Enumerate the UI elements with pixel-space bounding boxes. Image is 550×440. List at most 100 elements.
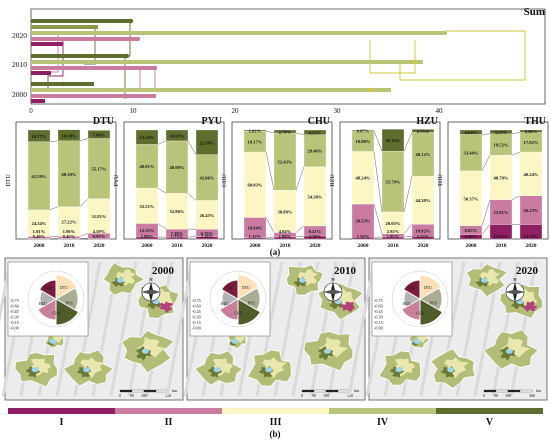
data-label: 40.79%: [494, 175, 509, 180]
connector-line: [265, 151, 275, 191]
water-body: [49, 338, 57, 344]
x-tick-label: 40: [436, 107, 444, 115]
scale-label: 0: [301, 393, 303, 398]
scale-bar-segment: [301, 389, 315, 393]
radar-city-label: PYU: [430, 301, 438, 305]
data-label: 10.18%: [62, 133, 77, 138]
sum-bar: [31, 25, 98, 29]
bar-end-marker: [442, 30, 448, 36]
terrain-texture: [145, 261, 174, 397]
bar-segment: [411, 129, 435, 133]
data-label: 24.34%: [32, 221, 47, 226]
scale-label: 0: [119, 393, 121, 398]
panel-title: DTU: [93, 116, 114, 127]
y-axis-label: HZU: [330, 174, 336, 187]
scale-bar-segment: [313, 389, 327, 393]
data-label: 0.93%: [93, 234, 106, 239]
y-axis-label: PYU: [114, 174, 120, 187]
data-label: 4.59%: [93, 229, 106, 234]
data-label: 30.53%: [356, 219, 371, 224]
data-label: 2.16%: [201, 234, 214, 239]
connector-line: [373, 151, 383, 212]
radar-sector: [419, 298, 444, 326]
land-class-patch: [114, 269, 136, 286]
bar-segment: [351, 129, 375, 132]
connector-line: [265, 236, 275, 239]
bar-segment: [195, 129, 219, 155]
data-label: 4.25%: [309, 130, 322, 135]
scale-label: 90: [494, 393, 498, 398]
bar-end-marker: [128, 18, 134, 24]
radar-sector: [402, 279, 421, 300]
data-label: 22.58%: [200, 140, 215, 145]
scale-bar-segment: [131, 389, 145, 393]
compass-needle: [323, 289, 343, 295]
connector-line: [369, 40, 416, 74]
map-panel-2010: -0.75-0.60-0.45-0.30-0.15-0.00 DTU PYU CHU H…: [165, 257, 366, 401]
compass-north-label: N: [149, 277, 153, 282]
radar-grid: [27, 270, 85, 328]
bar-segment: [165, 129, 189, 142]
x-tick-label: 2010: [280, 243, 291, 249]
data-label: 8.05%: [465, 228, 478, 233]
x-tick-label: 2000: [34, 243, 45, 249]
y-axis-label: DTU: [6, 174, 12, 187]
sum-bar: [31, 66, 155, 70]
data-label: 4.04%: [279, 229, 292, 234]
radar-tick-label: -0.60: [374, 304, 383, 309]
x-tick-label: 2000: [466, 243, 477, 249]
bar-end-marker: [152, 65, 158, 71]
data-label: 0.87%: [357, 128, 370, 133]
connector-line: [481, 155, 491, 171]
data-label: 1.89%: [141, 234, 154, 239]
water-body: [480, 277, 488, 283]
radar-sector: [220, 279, 239, 300]
connector-line: [373, 203, 383, 234]
connector-line: [403, 224, 413, 234]
connector-line: [403, 176, 413, 213]
sum-x-axis: 0 10 20 30 40: [29, 107, 443, 115]
legend-swatch-iv: [329, 408, 436, 414]
sum-bars-2010: [31, 53, 423, 75]
x-tick-label: 2000: [142, 243, 153, 249]
x-tick-label: 20: [232, 107, 240, 115]
sum-bar: [31, 88, 391, 92]
data-label: 4.04%: [465, 130, 478, 135]
connector-line: [295, 132, 305, 135]
sum-bar: [31, 94, 156, 98]
x-tick-label: 0: [29, 107, 33, 115]
sum-bar: [31, 31, 445, 35]
data-label: 22.81%: [494, 210, 509, 215]
radar-city-label: DTU: [424, 286, 432, 290]
sum-bar: [31, 37, 138, 41]
data-label: 31.81%: [92, 214, 107, 219]
scale-bar-segment: [507, 389, 521, 393]
data-label: 40.12%: [416, 152, 431, 157]
bar-segment: [273, 129, 297, 134]
water-body: [213, 367, 221, 373]
data-label: 62.59%: [32, 174, 47, 179]
map-year-label: 2010: [334, 265, 357, 277]
water-body: [231, 338, 239, 344]
data-label: 26.45%: [200, 213, 215, 218]
radar-tick-label: -0.00: [192, 326, 201, 331]
radar-city-label: DTU: [60, 286, 68, 290]
radar-sector: [37, 298, 57, 321]
sum-bar: [31, 99, 45, 103]
bar-segment: [243, 129, 267, 132]
radar-city-label: CHU: [416, 311, 424, 315]
sum-bar: [31, 19, 131, 23]
y-axis-label: CHU: [222, 174, 228, 187]
radar-tick-label: -0.30: [374, 315, 383, 320]
data-label: 1.85%: [387, 234, 400, 239]
connector-line: [187, 193, 197, 201]
radar-tick-label: -0.15: [374, 320, 383, 325]
radar-tick-label: -0.30: [192, 315, 201, 320]
caption-b: (b): [270, 429, 281, 439]
sum-panel: Sum 2020 2010 2000: [12, 6, 546, 115]
data-label: 55.79%: [386, 180, 401, 185]
data-label: 18.80%: [356, 139, 371, 144]
radar-sector: [237, 274, 260, 300]
data-label: 1.02%: [249, 129, 262, 134]
